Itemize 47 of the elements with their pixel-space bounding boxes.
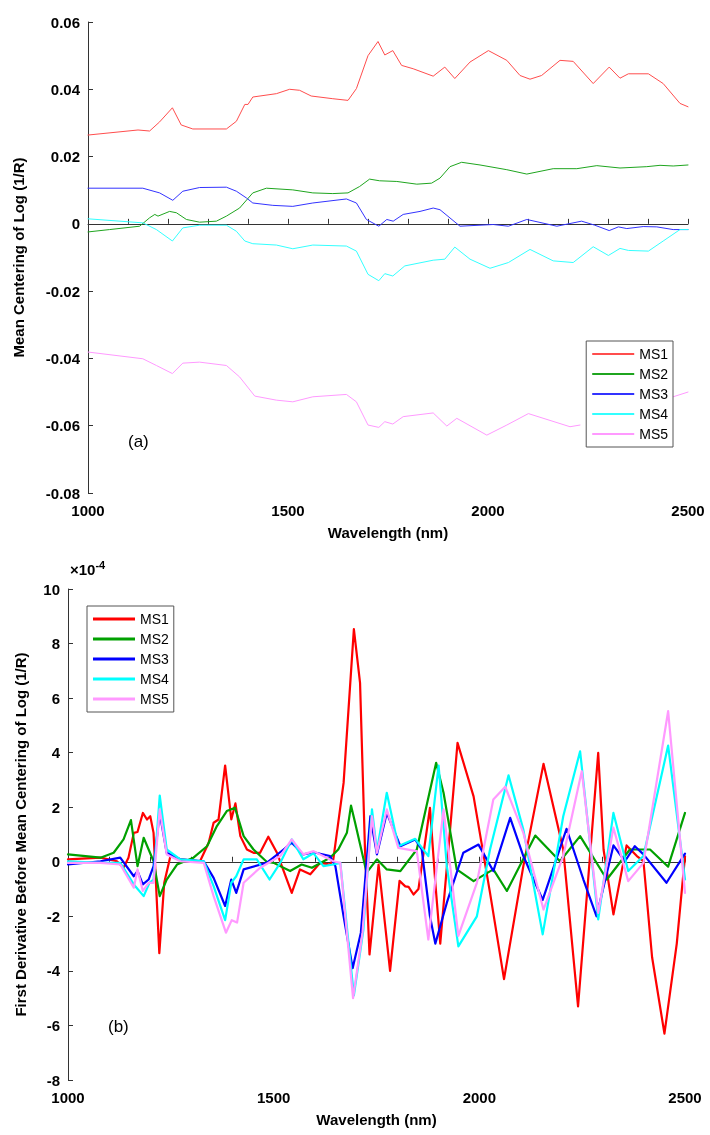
y-tick-label: -0.08 <box>45 484 80 502</box>
line-series <box>87 41 689 136</box>
x-tick-label: 2000 <box>462 1089 497 1106</box>
y-tick-label: 0.06 <box>50 13 80 31</box>
y-axis-title: Mean Centering of Log (1/R) <box>10 157 27 358</box>
y-tick-label: 0.04 <box>50 80 81 98</box>
y-tick-label: -0.04 <box>45 349 81 367</box>
x-axis-title: Wavelength (nm) <box>327 524 449 541</box>
y-tick-label: -8 <box>46 1071 60 1089</box>
y-tick-label: 6 <box>51 689 60 707</box>
legend-label: MS3 <box>639 386 669 402</box>
y-tick-label: 2 <box>51 798 60 816</box>
x-axis-title: Wavelength (nm) <box>316 1111 437 1128</box>
legend-label: MS4 <box>639 406 669 422</box>
line-series <box>87 218 689 282</box>
legend-label: MS5 <box>639 426 669 442</box>
legend-label: MS5 <box>140 691 169 707</box>
x-tick-label: 1500 <box>271 502 305 519</box>
legend-label: MS1 <box>140 611 169 627</box>
line-series <box>66 761 687 898</box>
legend-label: MS3 <box>140 651 169 667</box>
y-tick-label: 10 <box>43 580 60 598</box>
legend-label: MS2 <box>639 366 669 382</box>
y-tick-label: 8 <box>51 635 60 653</box>
line-series <box>87 161 689 233</box>
y-tick-label: 0 <box>71 215 80 233</box>
y-tick-label: 4 <box>51 744 61 762</box>
y-tick-label: -0.06 <box>45 417 80 435</box>
annotation: (a) <box>128 432 149 451</box>
x-tick-label: 2500 <box>668 1089 702 1106</box>
y-tick-label: -6 <box>46 1016 60 1034</box>
legend-label: MS2 <box>140 631 169 647</box>
x-tick-label: 2500 <box>671 502 705 519</box>
line-series <box>66 628 687 1035</box>
x-tick-label: 1000 <box>51 1089 85 1106</box>
y-tick-label: 0.02 <box>50 148 80 166</box>
y-tick-label: 0 <box>51 853 60 871</box>
y-tick-label: -0.02 <box>45 282 80 300</box>
y-tick-label: -4 <box>46 962 61 980</box>
x-tick-label: 1000 <box>71 502 105 519</box>
y-axis-title: First Derivative Before Mean Centering of Log (1/R) <box>12 652 29 1017</box>
legend-label: MS4 <box>140 671 169 687</box>
x-tick-label: 2000 <box>471 502 505 519</box>
legend-label: MS1 <box>639 346 669 362</box>
y-tick-label: -2 <box>46 907 60 925</box>
annotation: (b) <box>108 1017 129 1036</box>
x-tick-label: 1500 <box>256 1089 291 1106</box>
